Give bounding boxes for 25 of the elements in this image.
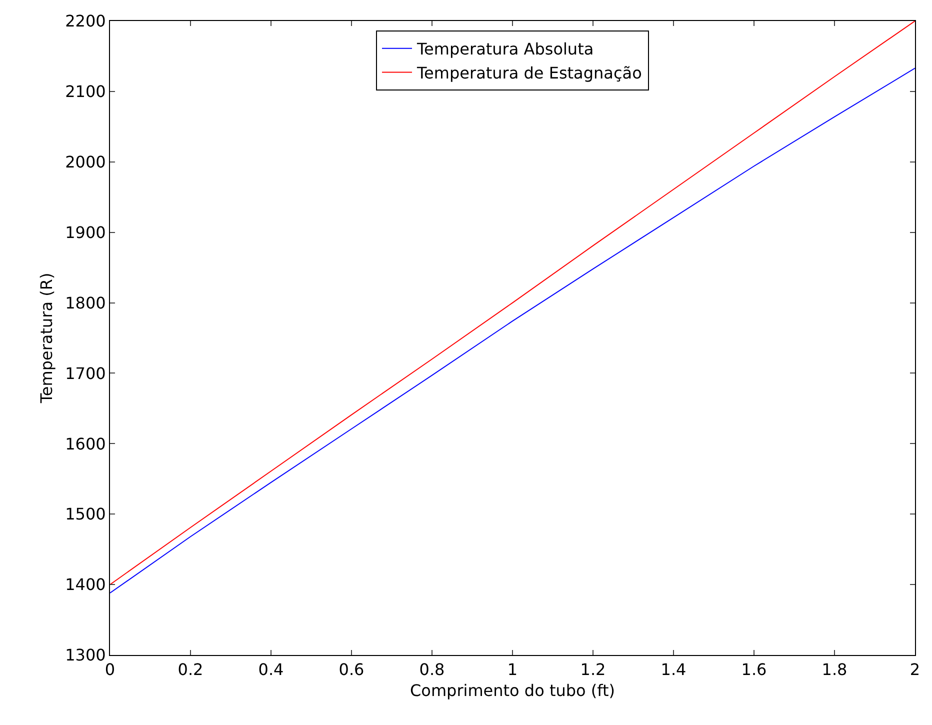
x-tick-label: 1.8: [822, 660, 848, 680]
x-tick-label: 0.2: [178, 660, 204, 680]
x-tick-label: 1.4: [660, 660, 686, 680]
y-tick-label: 1400: [65, 575, 106, 594]
y-tick-label: 2000: [65, 152, 106, 172]
y-tick-label: 1300: [65, 646, 106, 665]
legend-label: Temperatura Absoluta: [416, 40, 594, 59]
x-tick-label: 1.2: [580, 660, 606, 680]
x-tick-label: 0: [104, 660, 116, 680]
x-axis-title: Comprimento do tubo (ft): [410, 680, 616, 700]
y-axis-title: Temperatura (R): [36, 272, 56, 404]
x-tick-label: 0.8: [419, 660, 445, 680]
x-tick-label: 1.6: [741, 660, 767, 680]
y-tick-label: 1700: [65, 364, 106, 383]
y-tick-label: 1500: [65, 504, 106, 524]
y-tick-label: 1900: [65, 222, 106, 242]
x-tick-label: 0.6: [338, 660, 364, 680]
y-tick-label: 1800: [65, 293, 106, 312]
x-tick-label: 2: [910, 660, 920, 680]
y-tick-label: 2100: [65, 82, 106, 102]
legend-label: Temperatura de Estagnação: [416, 63, 642, 82]
x-tick-label: 1: [507, 660, 518, 680]
y-tick-label: 2200: [65, 12, 106, 31]
y-tick-label: 1600: [65, 434, 106, 454]
x-tick-label: 0.4: [258, 660, 284, 680]
